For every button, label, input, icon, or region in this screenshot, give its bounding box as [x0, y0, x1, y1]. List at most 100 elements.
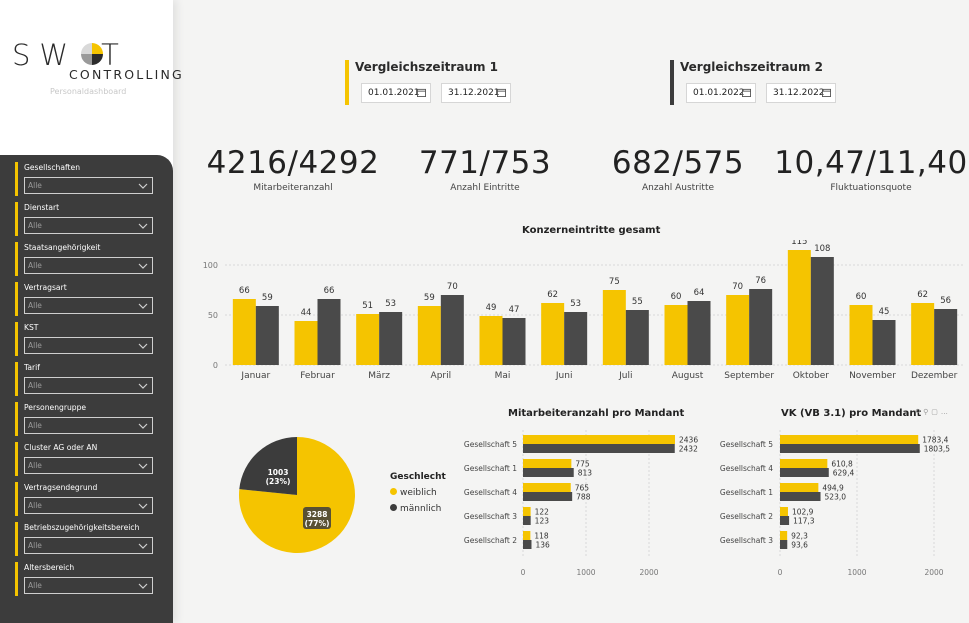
- logo-o-icon: [81, 43, 103, 65]
- filter-dropdown[interactable]: Alle: [24, 457, 153, 474]
- bar-series1: [232, 299, 256, 365]
- data-label: 108: [814, 244, 830, 254]
- category-label: Gesellschaft 4: [720, 464, 773, 473]
- data-label: 59: [262, 293, 273, 303]
- filter-dropdown[interactable]: Alle: [24, 217, 153, 234]
- chevron-down-icon: [138, 463, 148, 469]
- category-label: Gesellschaft 1: [720, 488, 773, 497]
- filter-label: Vertragsendegrund: [24, 483, 98, 492]
- chevron-down-icon: [138, 543, 148, 549]
- bar-series2: [780, 468, 829, 477]
- pie-label-weiblich-bg: [303, 507, 331, 529]
- calendar-icon: [497, 88, 506, 97]
- bar-series2: [780, 444, 920, 453]
- data-label: 66: [324, 286, 335, 296]
- bar-series2: [934, 309, 958, 365]
- filter-label: Cluster AG oder AN: [24, 443, 98, 452]
- period-2-start-date[interactable]: 01.01.2022: [686, 83, 756, 103]
- period-1-title: Vergleichszeitraum 1: [355, 60, 499, 74]
- monthly-chart-title: Konzerneintritte gesamt: [522, 225, 661, 236]
- bar-series2: [502, 318, 526, 365]
- data-label: 102,9: [792, 508, 814, 517]
- filter-dropdown[interactable]: Alle: [24, 337, 153, 354]
- period-2-end-date[interactable]: 31.12.2022: [766, 83, 836, 103]
- data-label: 117,3: [793, 517, 815, 526]
- chevron-down-icon: [138, 263, 148, 269]
- y-tick-label: 0: [213, 361, 218, 370]
- kpi-value: 4216/4292: [206, 145, 380, 181]
- filter-dropdown[interactable]: Alle: [24, 497, 153, 514]
- filter-label: Gesellschaften: [24, 163, 81, 172]
- bar-series1: [780, 531, 788, 540]
- data-label: 122: [535, 508, 550, 517]
- chevron-down-icon: [138, 503, 148, 509]
- kpi-label: Anzahl Austritte: [641, 183, 715, 193]
- filter-dropdown[interactable]: Alle: [24, 577, 153, 594]
- data-label: 51: [362, 301, 373, 311]
- kpi-label: Anzahl Eintritte: [450, 183, 520, 193]
- bar-series2: [780, 540, 788, 549]
- data-label: 123: [535, 517, 550, 526]
- filter-accent-bar: [15, 562, 18, 596]
- logo-swot-text: SW T: [12, 38, 128, 72]
- filter-panel: Gesellschaften Alle Dienstart Alle Staatsang…: [0, 155, 173, 623]
- filter-icon[interactable]: ⚲: [923, 408, 932, 416]
- bar-series2: [564, 312, 588, 365]
- pie-legend: Geschlecht weiblich männlich: [390, 472, 446, 514]
- data-label: 115: [791, 240, 807, 247]
- chevron-down-icon: [138, 183, 148, 189]
- data-label: 49: [486, 303, 497, 313]
- x-tick-label: 1000: [576, 568, 595, 577]
- filter-dropdown[interactable]: Alle: [24, 177, 153, 194]
- category-label: Gesellschaft 4: [464, 488, 517, 497]
- bar-series1: [523, 435, 675, 444]
- filter-label: Dienstart: [24, 203, 60, 212]
- period-1-start-date[interactable]: 01.01.2021: [361, 83, 431, 103]
- more-icon[interactable]: …: [940, 408, 951, 416]
- filter-dropdown[interactable]: Alle: [24, 297, 153, 314]
- filter-accent-bar: [15, 282, 18, 316]
- bar-series1: [664, 305, 688, 365]
- filter-accent-bar: [15, 162, 18, 196]
- gender-pie-chart: 3288(77%) 1003(23%): [239, 437, 355, 553]
- bar-series1: [911, 303, 935, 365]
- y-tick-label: 50: [208, 311, 218, 320]
- data-label: 93,6: [791, 541, 808, 550]
- logo-controlling-text: CONTROLLING: [69, 67, 184, 82]
- pin-icon[interactable]: ⚲: [915, 408, 924, 416]
- data-label: 64: [694, 288, 705, 298]
- data-label: 523,0: [825, 493, 847, 502]
- data-label: 56: [940, 296, 951, 306]
- data-label: 53: [570, 299, 581, 309]
- data-label: 118: [534, 532, 549, 541]
- filter-5: Tarif Alle: [15, 360, 160, 396]
- x-tick-label: Juli: [618, 371, 632, 381]
- data-label: 66: [239, 286, 250, 296]
- filter-dropdown[interactable]: Alle: [24, 537, 153, 554]
- filter-accent-bar: [15, 242, 18, 276]
- pie-label-weiblich-pct: (77%): [305, 519, 330, 528]
- data-label: 45: [879, 307, 890, 317]
- filter-dropdown[interactable]: Alle: [24, 257, 153, 274]
- bar-series2: [687, 301, 711, 365]
- filter-label: Tarif: [24, 363, 40, 372]
- dashboard-subtitle: Personaldashboard: [50, 87, 127, 96]
- filter-dropdown[interactable]: Alle: [24, 377, 153, 394]
- calendar-icon: [822, 88, 831, 97]
- data-label: 765: [575, 484, 590, 493]
- filter-accent-bar: [15, 322, 18, 356]
- focus-icon[interactable]: ▢: [931, 408, 941, 416]
- filter-dropdown[interactable]: Alle: [24, 417, 153, 434]
- chevron-down-icon: [138, 303, 148, 309]
- data-label: 53: [385, 299, 396, 309]
- data-label: 629,4: [833, 469, 855, 478]
- period-1-end-date[interactable]: 31.12.2021: [441, 83, 511, 103]
- filter-accent-bar: [15, 522, 18, 556]
- bar-series1: [356, 314, 380, 365]
- bar-series1: [780, 483, 819, 492]
- data-label: 76: [755, 276, 766, 286]
- legend-dot-dark: [390, 504, 397, 511]
- bar-series2: [780, 492, 821, 501]
- bar-series2: [872, 320, 896, 365]
